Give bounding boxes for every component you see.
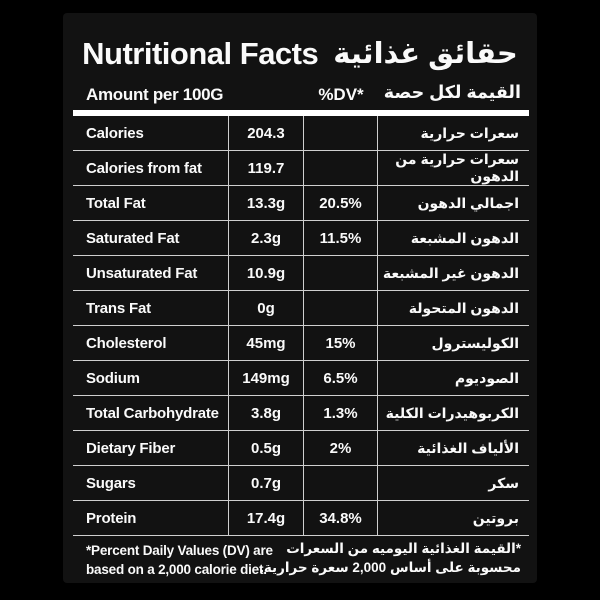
nutrient-dv-value — [304, 151, 378, 185]
nutrient-amount-value: 10.9g — [229, 256, 304, 290]
nutrient-dv-value: 1.3% — [304, 396, 378, 430]
nutrient-amount-value: 13.3g — [229, 186, 304, 220]
table-row: Calories from fat 119.7 سعرات حرارية من … — [73, 151, 529, 186]
amount-per-100g-label: Amount per 100G — [86, 85, 224, 104]
nutrient-name-english: Dietary Fiber — [73, 431, 229, 465]
table-row: Sodium 149mg 6.5% الصوديوم — [73, 361, 529, 396]
title-arabic: حقائق غذائية — [333, 38, 518, 70]
footnote-english: *Percent Daily Values (DV) are based on … — [86, 541, 273, 579]
nutrient-name-english: Sugars — [73, 466, 229, 500]
nutrient-amount-value: 45mg — [229, 326, 304, 360]
nutrient-name-arabic: الدهون غير المشبعة — [382, 264, 519, 281]
nutrient-dv-value: 20.5% — [304, 186, 378, 220]
nutrient-amount-value: 0.5g — [229, 431, 304, 465]
nutrient-name-english: Calories from fat — [73, 151, 229, 185]
nutrient-name-english: Calories — [73, 116, 229, 150]
nutrient-name-arabic: الكوليسترول — [431, 334, 519, 351]
nutrient-dv-value: 6.5% — [304, 361, 378, 395]
nutrient-name-english: Unsaturated Fat — [73, 256, 229, 290]
nutrient-name-english: Sodium — [73, 361, 229, 395]
table-row: Calories 204.3 سعرات حرارية — [73, 116, 529, 151]
serving-header-arabic: القيمة لكل حصة — [383, 82, 521, 102]
nutrient-name-arabic: الكربوهيدرات الكلية — [385, 404, 519, 421]
footnote-english-line2: based on a 2,000 calorie diet. — [86, 562, 267, 577]
header-divider-bar — [73, 110, 529, 116]
nutrient-name-arabic: الدهون المشبعة — [410, 229, 519, 246]
facts-table-body: Calories 204.3 سعرات حرارية Calories fro… — [73, 116, 529, 536]
nutrient-name-arabic: اجمالي الدهون — [417, 194, 519, 211]
title-english: Nutritional Facts — [82, 36, 319, 71]
nutrient-name-arabic: سكر — [488, 474, 519, 491]
nutrient-name-english: Total Carbohydrate — [73, 396, 229, 430]
percent-dv-header-label: %DV* — [318, 85, 364, 104]
nutrient-amount-value: 17.4g — [229, 501, 304, 535]
nutrient-dv-value: 2% — [304, 431, 378, 465]
nutrient-dv-value — [304, 256, 378, 290]
table-header-row: Amount per 100G %DV* القيمة لكل حصة — [73, 81, 529, 107]
nutrient-amount-value: 0g — [229, 291, 304, 325]
label-title: Nutritional Facts حقائق غذائية — [63, 37, 537, 71]
nutrient-dv-value — [304, 291, 378, 325]
nutrient-amount-value: 204.3 — [229, 116, 304, 150]
nutrient-dv-value: 15% — [304, 326, 378, 360]
nutrient-name-arabic: الدهون المتحولة — [408, 299, 519, 316]
nutrient-name-arabic: سعرات حرارية — [420, 124, 519, 141]
table-row: Total Carbohydrate 3.8g 1.3% الكربوهيدرا… — [73, 396, 529, 431]
table-row: Saturated Fat 2.3g 11.5% الدهون المشبعة — [73, 221, 529, 256]
table-row: Sugars 0.7g سكر — [73, 466, 529, 501]
table-row: Unsaturated Fat 10.9g الدهون غير المشبعة — [73, 256, 529, 291]
nutrient-name-arabic: سعرات حرارية من الدهون — [395, 151, 519, 184]
nutrient-amount-value: 3.8g — [229, 396, 304, 430]
table-row: Dietary Fiber 0.5g 2% الألياف الغذائية — [73, 431, 529, 466]
nutrient-amount-value: 2.3g — [229, 221, 304, 255]
nutrient-name-english: Total Fat — [73, 186, 229, 220]
nutrient-dv-value: 11.5% — [304, 221, 378, 255]
nutrient-amount-value: 0.7g — [229, 466, 304, 500]
nutrient-amount-value: 119.7 — [229, 151, 304, 185]
footnote-arabic-line1: *القيمة الغذائية اليوميه من السعرات — [286, 541, 521, 556]
table-row: Protein 17.4g 34.8% بروتين — [73, 501, 529, 536]
nutrient-name-english: Saturated Fat — [73, 221, 229, 255]
nutrient-dv-value: 34.8% — [304, 501, 378, 535]
table-row: Cholesterol 45mg 15% الكوليسترول — [73, 326, 529, 361]
table-row: Trans Fat 0g الدهون المتحولة — [73, 291, 529, 326]
footnote-arabic: *القيمة الغذائية اليوميه من السعرات محسو… — [260, 539, 521, 577]
nutrient-name-arabic: الصوديوم — [454, 369, 519, 386]
nutrient-name-english: Cholesterol — [73, 326, 229, 360]
nutrient-dv-value — [304, 116, 378, 150]
nutrient-dv-value — [304, 466, 378, 500]
nutrient-name-english: Protein — [73, 501, 229, 535]
nutrient-amount-value: 149mg — [229, 361, 304, 395]
footnote-english-line1: *Percent Daily Values (DV) are — [86, 543, 273, 558]
nutrient-name-arabic: الألياف الغذائية — [417, 439, 519, 456]
table-row: Total Fat 13.3g 20.5% اجمالي الدهون — [73, 186, 529, 221]
footnote-arabic-line2: محسوبة على أساس 2,000 سعرة حرارية. — [260, 560, 521, 575]
nutrient-name-english: Trans Fat — [73, 291, 229, 325]
nutrition-facts-card: Nutritional Facts حقائق غذائية Amount pe… — [63, 13, 537, 583]
nutrient-name-arabic: بروتين — [472, 509, 519, 526]
